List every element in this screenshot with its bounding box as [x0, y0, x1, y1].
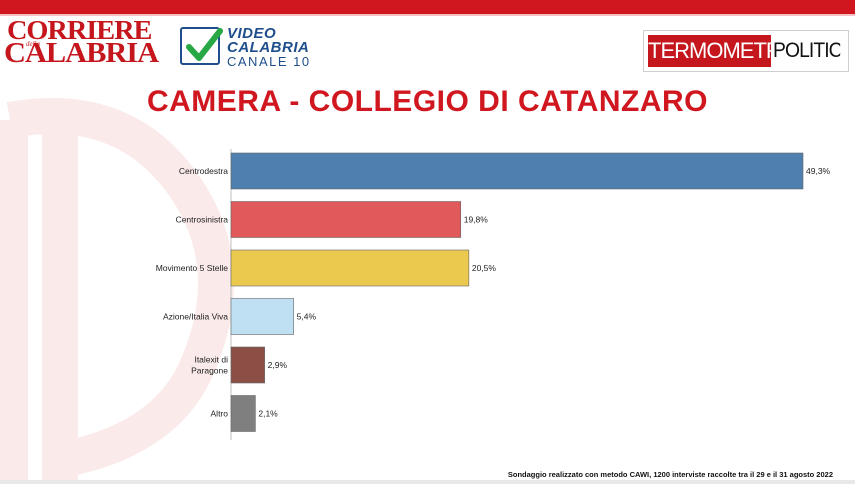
corriere-logo-line1: CORRIERE [7, 15, 152, 45]
category-label-1: Centrosinistra [176, 215, 229, 225]
background-watermark [0, 98, 234, 484]
value-label-4: 2,9% [268, 360, 288, 370]
video-calabria-logo: VIDEO CALABRIA CANALE 10 [180, 25, 330, 69]
tp-logo-part1: TERMOMETRO [648, 35, 771, 67]
bar-chart: Centrodestra 49,3% Centrosinistra 19,8% Movi… [156, 149, 831, 440]
bar-4 [230, 346, 265, 384]
bar-0 [230, 152, 804, 190]
value-label-5: 2,1% [258, 409, 278, 419]
bar-1 [230, 201, 462, 238]
category-label-4: Italexit di Paragone [191, 355, 228, 376]
video-logo-line3: CANALE 10 [227, 54, 311, 69]
tp-logo-part2: POLITICO [773, 39, 840, 62]
top-divider [0, 14, 855, 16]
category-label-2: Movimento 5 Stelle [156, 263, 229, 273]
category-label-3: Azione/Italia Viva [163, 312, 228, 322]
bar-5 [230, 395, 256, 432]
value-label-2: 20,5% [472, 263, 497, 273]
termometro-politico-logo: TERMOMETRO POLITICO [643, 30, 849, 72]
bar-2 [230, 249, 470, 287]
checkmark-icon [180, 27, 223, 65]
bottom-divider [0, 480, 855, 484]
corriere-logo-della: della [26, 40, 40, 48]
value-label-3: 5,4% [297, 312, 317, 322]
corriere-calabria-logo: CORRIERE della CALABRIA [4, 15, 168, 69]
video-logo-line1: VIDEO [227, 25, 277, 42]
footnote: Sondaggio realizzato con metodo CAWI, 12… [507, 470, 833, 479]
category-label-0: Centrodestra [179, 166, 228, 176]
chart-title: CAMERA - COLLEGIO DI CATANZARO [146, 85, 709, 118]
corriere-logo-line2: CALABRIA [4, 37, 159, 69]
value-label-0: 49,3% [806, 166, 831, 176]
video-logo-line2: CALABRIA [227, 39, 310, 56]
value-label-1: 19,8% [464, 215, 489, 225]
bar-3 [230, 298, 294, 335]
top-red-bar [0, 0, 855, 14]
category-label-5: Altro [211, 409, 229, 419]
